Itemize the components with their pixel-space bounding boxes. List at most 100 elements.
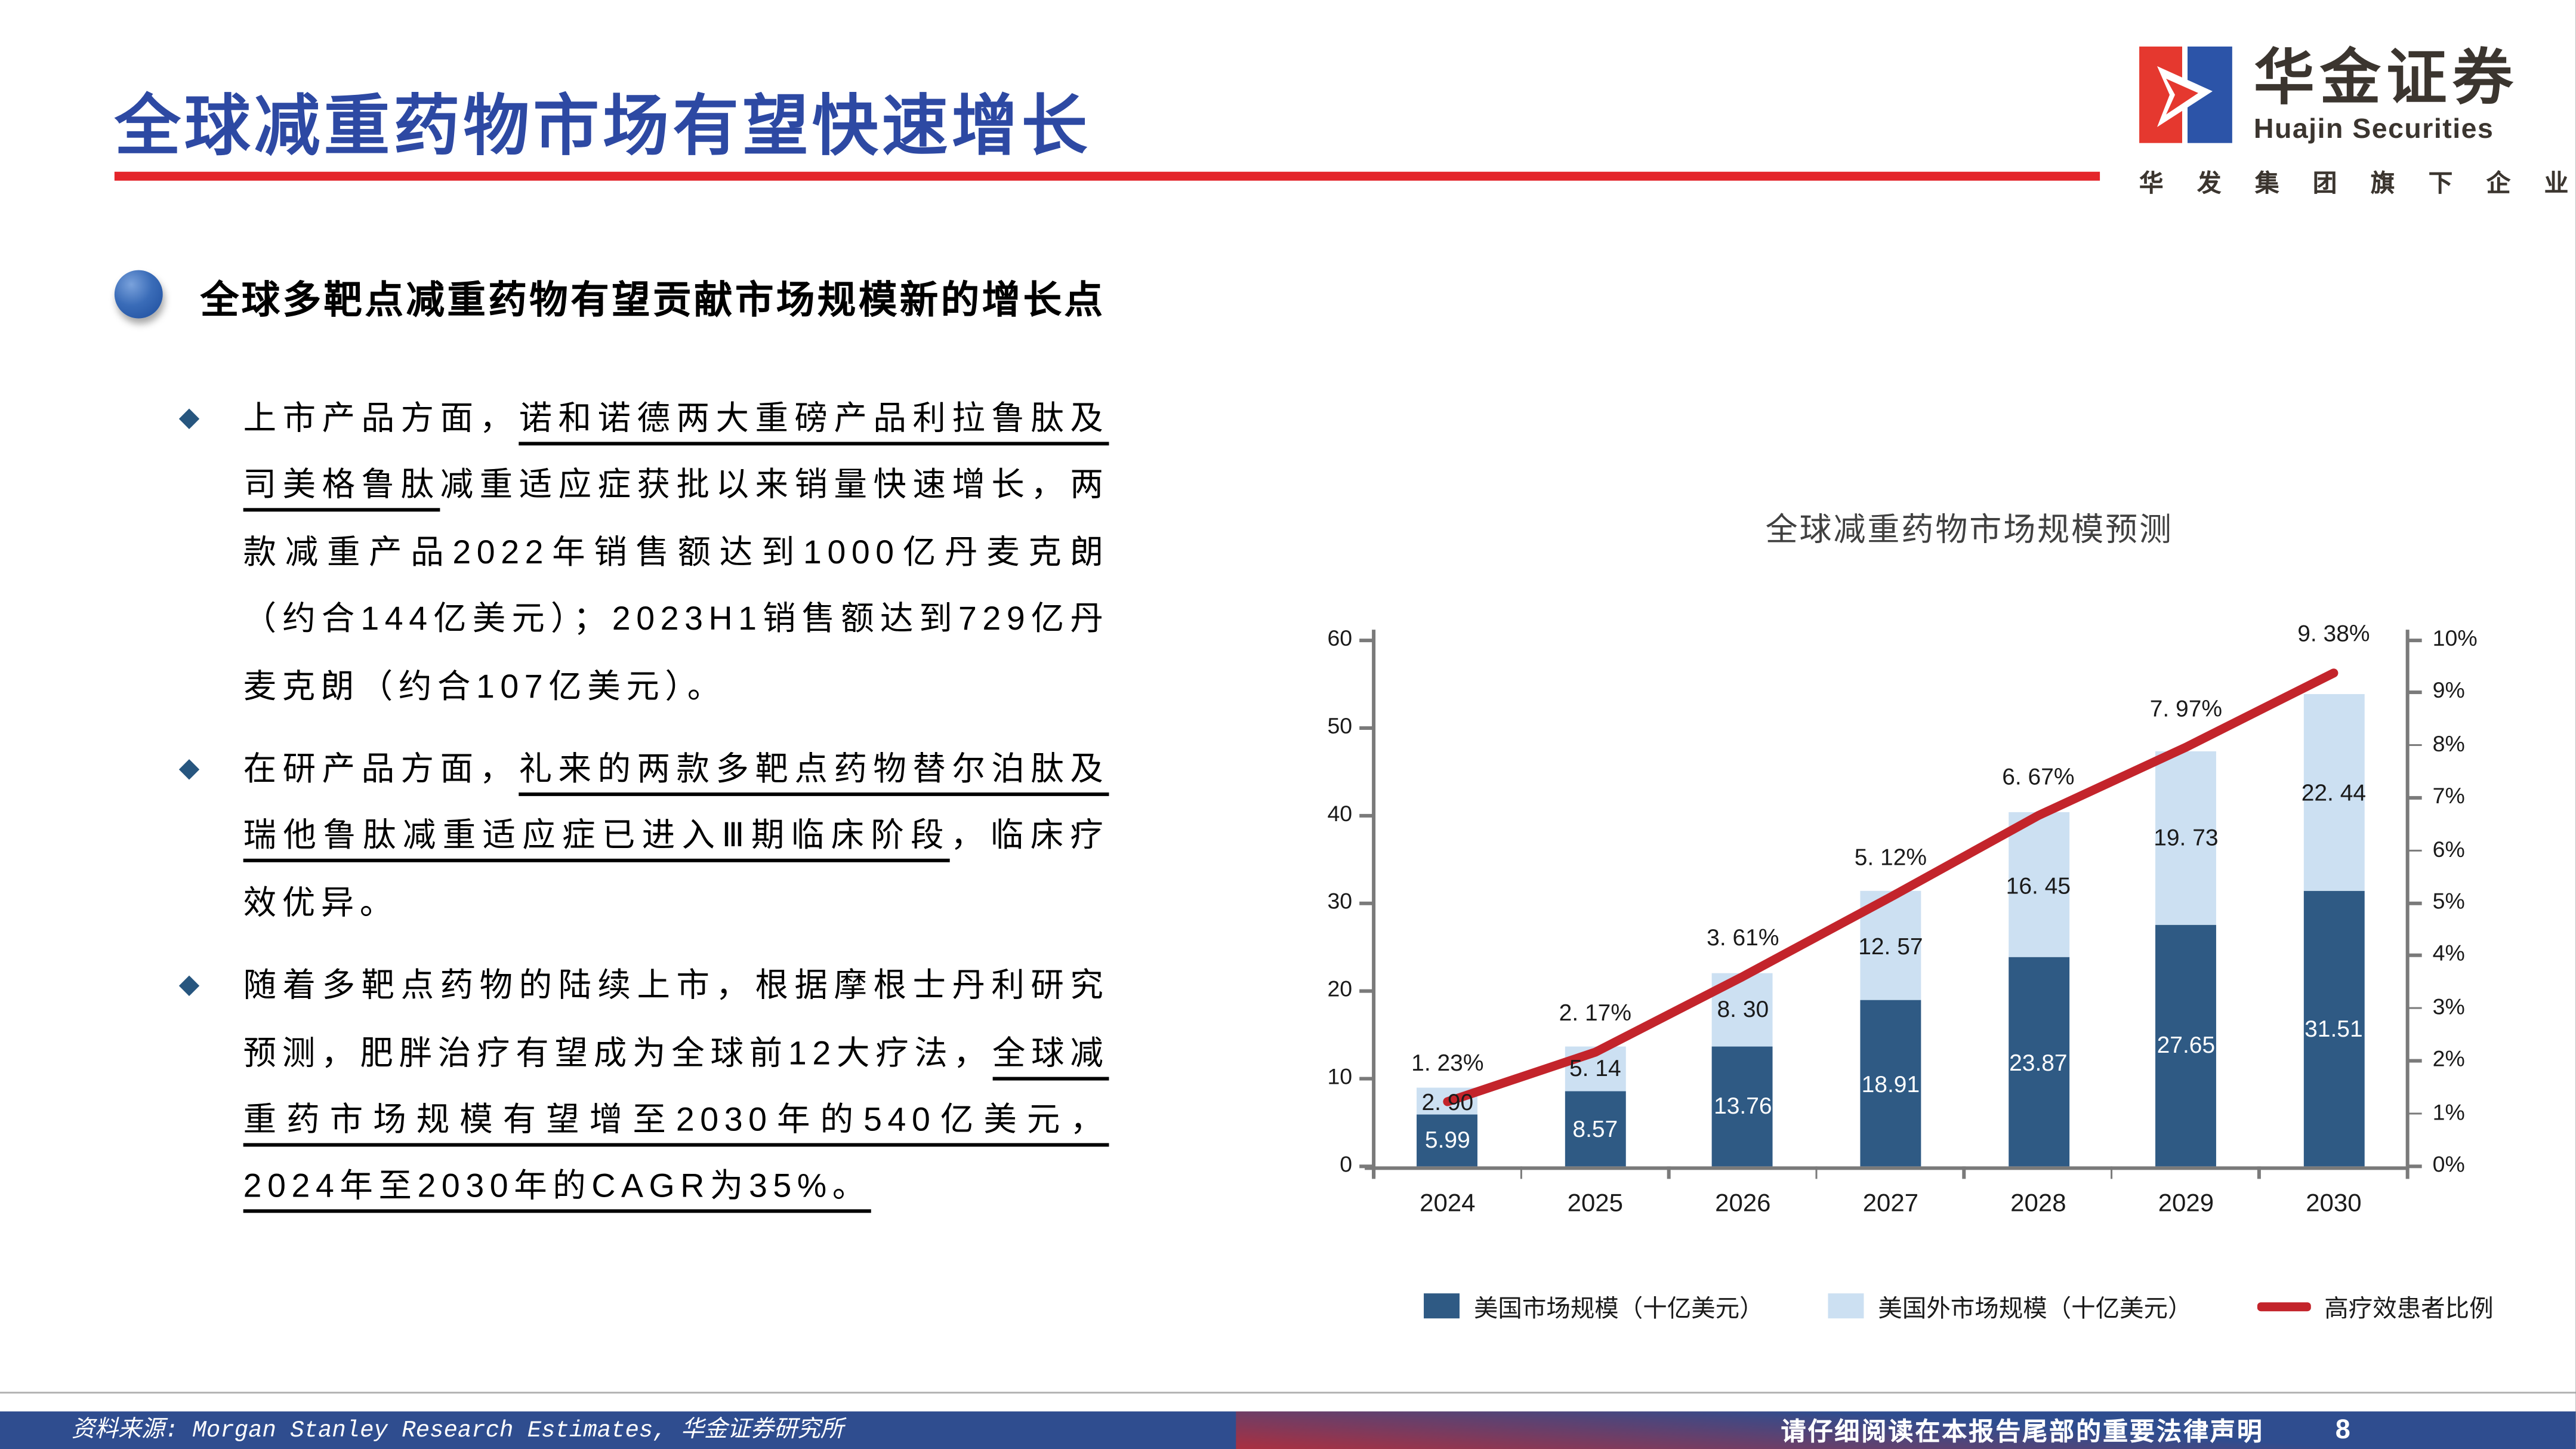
left-axis-tick-label: 50 (1327, 714, 1353, 739)
right-axis-tick-label: 10% (2432, 626, 2478, 652)
legend-item: 美国外市场规模（十亿美元） (1828, 1288, 2192, 1324)
x-axis-tick (1667, 1166, 1670, 1179)
bar-value-label-exus: 22. 44 (2301, 778, 2367, 806)
right-axis-tick (2407, 796, 2422, 799)
left-axis-tick-label: 10 (1327, 1064, 1353, 1090)
x-axis-tick (1519, 1166, 1523, 1179)
bullet-item: ◆ 随着多靶点药物的陆续上市，根据摩根士丹利研究预测，肥胖治疗有望成为全球前12大… (179, 952, 1124, 1220)
underlined-text: 礼来的两款多靶点药物替尔泊肽及瑞他鲁肽减重适应症已进入Ⅲ期临床阶段 (243, 750, 1109, 864)
x-axis-tick (1815, 1166, 1818, 1179)
bar-value-label-exus: 2. 90 (1421, 1087, 1474, 1115)
left-axis-tick (1359, 813, 1374, 817)
footer-separator (0, 1392, 2576, 1394)
huajin-logo-mark-icon (2139, 46, 2232, 152)
left-axis-tick (1359, 1164, 1374, 1167)
bar-value-label-exus: 5. 14 (1569, 1055, 1621, 1083)
right-axis-tick (2407, 954, 2422, 957)
legend-item: 美国市场规模（十亿美元） (1424, 1288, 1764, 1324)
bar-value-label-us: 18.91 (1861, 1069, 1920, 1097)
right-axis-tick-label: 2% (2432, 1047, 2465, 1072)
right-axis-tick (2407, 849, 2422, 852)
logo-name-cn: 华金证券 (2253, 44, 2519, 113)
legend-item: 高疗效患者比例 (2256, 1288, 2494, 1324)
plain-text: 上市产品方面， (243, 399, 519, 437)
right-axis-tick-label: 8% (2432, 731, 2465, 757)
bar-value-label-us: 27.65 (2157, 1031, 2216, 1059)
percent-label: 6. 67% (2002, 763, 2075, 790)
stacked-bar-us-segment (1417, 1114, 1478, 1167)
legend-label: 美国外市场规模（十亿美元） (1878, 1295, 2192, 1322)
legend-bar-swatch-icon (1828, 1293, 1864, 1319)
left-axis-tick-label: 40 (1327, 801, 1353, 827)
percent-label: 3. 61% (1707, 923, 1779, 951)
diamond-bullet-icon: ◆ (178, 402, 200, 433)
plain-text: 减重适应症获批以来销量快速增长，两款减重产品2022年销售额达到1000亿丹麦克… (243, 465, 1109, 704)
plain-text: 在研产品方面， (243, 750, 519, 788)
x-axis-label: 2028 (2010, 1188, 2066, 1217)
bar-value-label-exus: 12. 57 (1858, 932, 1923, 959)
plain-text: 随着多靶点药物的陆续上市，根据摩根士丹利研究预测，肥胖治疗有望成为全球前12大疗… (243, 966, 1109, 1071)
right-axis-tick (2407, 639, 2422, 642)
left-axis-tick-label: 30 (1327, 889, 1353, 914)
underlined-text: 诺和诺德两大重磅产品利拉鲁肽及司美格鲁肽 (243, 399, 1109, 513)
legend-bar-swatch-icon (1424, 1293, 1460, 1319)
right-axis-tick (2407, 691, 2422, 694)
legend-line-swatch-icon (2256, 1301, 2310, 1311)
bar-value-label-us: 31.51 (2304, 1015, 2363, 1042)
bullet-text: 随着多靶点药物的陆续上市，根据摩根士丹利研究预测，肥胖治疗有望成为全球前12大疗… (243, 952, 1109, 1220)
x-axis-tick (2258, 1166, 2261, 1179)
percent-label: 2. 17% (1559, 999, 1632, 1026)
underlined-text: 全球减重药市场规模有望增至2030年的540亿美元，2024年至2030年的CA… (243, 1033, 1109, 1214)
page-title: 全球减重药物市场有望快速增长 (114, 89, 1091, 163)
x-axis-tick (1372, 1166, 1375, 1179)
percent-label: 1. 23% (1411, 1049, 1484, 1076)
left-axis-tick (1359, 1077, 1374, 1080)
chart-title: 全球减重药物市场规模预测 (1765, 511, 2173, 548)
bar-value-label-us: 5.99 (1424, 1126, 1470, 1154)
footer-bar: 资料来源: Morgan Stanley Research Estimates,… (0, 1411, 2576, 1449)
percent-label: 7. 97% (2149, 694, 2223, 722)
percent-label: 9. 38% (2297, 620, 2370, 648)
plain-text: ，临床疗效优异。 (243, 816, 1109, 921)
bar-value-label-exus: 19. 73 (2154, 824, 2219, 851)
left-axis-line (1372, 630, 1376, 1177)
left-axis-tick (1359, 901, 1374, 905)
x-axis-line (1365, 1166, 2408, 1170)
x-axis-tick (2110, 1166, 2114, 1179)
right-axis-tick (2407, 1007, 2422, 1010)
bullet-text: 在研产品方面，礼来的两款多靶点药物替尔泊肽及瑞他鲁肽减重适应症已进入Ⅲ期临床阶段… (243, 735, 1109, 936)
right-axis-tick-label: 3% (2432, 994, 2465, 1019)
x-axis-label: 2026 (1715, 1188, 1771, 1217)
market-forecast-chart: 全球减重药物市场规模预测 0 10 20 30 40 50 60 0% 1% 2% 3% 4% 5% 6%… (1252, 479, 2558, 1363)
right-axis-tick (2407, 1059, 2422, 1062)
diamond-bullet-icon: ◆ (178, 970, 200, 1001)
diamond-bullet-icon: ◆ (178, 753, 200, 784)
right-axis-tick-label: 5% (2432, 889, 2465, 914)
bullet-item: ◆ 上市产品方面，诺和诺德两大重磅产品利拉鲁肽及司美格鲁肽减重适应症获批以来销量快… (179, 384, 1124, 719)
legend-label: 美国市场规模（十亿美元） (1473, 1295, 1764, 1322)
bar-value-label-us: 23.87 (2009, 1048, 2068, 1075)
right-axis-tick-label: 7% (2432, 784, 2465, 809)
right-axis-tick (2407, 1112, 2422, 1115)
right-axis-tick (2407, 1164, 2422, 1167)
bar-value-label-exus: 16. 45 (2006, 871, 2071, 899)
legend-label: 高疗效患者比例 (2324, 1295, 2494, 1322)
x-axis-label: 2030 (2306, 1188, 2362, 1217)
bullet-item: ◆ 在研产品方面，礼来的两款多靶点药物替尔泊肽及瑞他鲁肽减重适应症已进入Ⅲ期临床阶… (179, 735, 1124, 936)
footer-page-number: 8 (2335, 1415, 2350, 1446)
x-axis-tick (1963, 1166, 1966, 1179)
bar-value-label-us: 13.76 (1714, 1092, 1772, 1120)
right-axis-tick-label: 9% (2432, 679, 2465, 704)
right-axis-tick (2407, 901, 2422, 905)
bullet-list: ◆ 上市产品方面，诺和诺德两大重磅产品利拉鲁肽及司美格鲁肽减重适应症获批以来销量快… (179, 384, 1124, 1235)
left-axis-tick-label: 60 (1327, 626, 1353, 652)
bar-value-label-us: 8.57 (1572, 1115, 1618, 1142)
right-axis-line (2405, 630, 2410, 1167)
left-axis-tick (1359, 639, 1374, 642)
section-bullet-ball-icon (114, 270, 163, 319)
x-axis-label: 2027 (1862, 1188, 1919, 1217)
x-axis-label: 2025 (1567, 1188, 1624, 1217)
x-axis-tick (2405, 1166, 2409, 1179)
right-axis-tick-label: 6% (2432, 836, 2465, 862)
